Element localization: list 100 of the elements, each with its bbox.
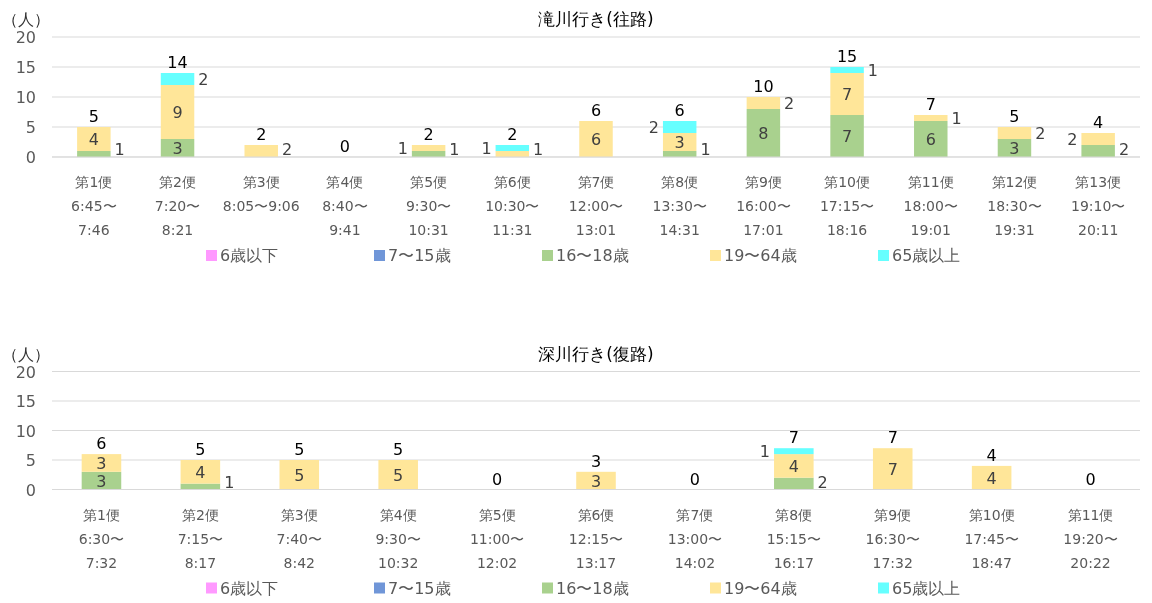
data-label: 1 <box>700 140 711 159</box>
y-tick-label: 20 <box>15 28 36 47</box>
total-label: 2 <box>507 125 518 144</box>
total-label: 4 <box>986 445 997 465</box>
total-label: 2 <box>423 125 434 144</box>
total-label: 3 <box>590 451 602 471</box>
data-label: 3 <box>674 133 685 152</box>
data-label: 3 <box>1009 139 1020 158</box>
data-label: 4 <box>986 468 997 488</box>
legend-label: 16〜18歳 <box>556 246 629 265</box>
bar <box>830 115 864 157</box>
legend-label: 6歳以下 <box>220 578 279 598</box>
data-label: 4 <box>195 462 206 482</box>
chart-title: 深川行き(復路) <box>538 343 654 364</box>
bar <box>830 67 864 73</box>
y-tick-label: 5 <box>25 451 36 470</box>
data-label: 3 <box>590 471 602 491</box>
y-axis-title: （人） <box>2 344 50 364</box>
bar <box>77 127 111 151</box>
bar <box>774 454 814 478</box>
data-label: 1 <box>224 472 235 492</box>
data-label: 4 <box>88 130 99 149</box>
x-tick-label: 第3便 8:05〜9:06 <box>222 174 300 214</box>
x-tick-label: 第2便 7:20〜 8:21 <box>154 174 201 238</box>
x-tick-label: 第10便 17:45〜 18:47 <box>964 506 1019 571</box>
bar <box>495 145 530 151</box>
data-label: 2 <box>784 94 795 113</box>
total-label: 14 <box>167 53 188 72</box>
legend-label: 6歳以下 <box>220 246 279 265</box>
x-tick-label: 第5便 9:30〜 10:31 <box>405 174 452 238</box>
x-tick-label: 第8便 15:15〜 16:17 <box>766 506 821 571</box>
total-label: 0 <box>1085 469 1096 489</box>
data-label: 9 <box>172 103 183 122</box>
data-label: 6 <box>925 130 936 149</box>
total-label: 7 <box>788 428 799 448</box>
data-label: 2 <box>1118 140 1130 159</box>
data-label: 5 <box>294 465 305 485</box>
legend-label: 7〜15歳 <box>388 246 451 265</box>
bar <box>378 460 418 490</box>
bar <box>160 73 195 85</box>
chart-title: 滝川行き(往路) <box>538 9 654 29</box>
bar <box>774 448 814 455</box>
x-tick-label: 第11便 19:20〜 20:22 <box>1063 506 1118 571</box>
data-label: 3 <box>96 471 107 491</box>
bar <box>180 460 221 484</box>
total-label: 6 <box>674 101 685 120</box>
bar <box>830 73 864 115</box>
bar <box>279 460 320 490</box>
bar <box>914 121 948 157</box>
data-label: 8 <box>758 124 769 143</box>
x-tick-label: 第9便 16:30〜 17:32 <box>865 506 920 571</box>
y-tick-label: 15 <box>15 58 36 77</box>
total-label: 7 <box>925 95 936 114</box>
total-label: 4 <box>1093 113 1104 132</box>
x-tick-label: 第1便 6:45〜 7:46 <box>71 174 117 238</box>
y-tick-label: 0 <box>25 148 36 167</box>
bar <box>997 127 1032 139</box>
y-axis-title: （人） <box>2 10 50 29</box>
data-label: 2 <box>198 70 209 89</box>
bar <box>244 145 278 157</box>
data-label: 1 <box>867 61 878 80</box>
data-label: 2 <box>648 118 659 137</box>
y-tick-label: 10 <box>15 421 36 441</box>
bar <box>1081 145 1115 157</box>
x-tick-label: 第7便 13:00〜 14:02 <box>667 506 723 571</box>
x-tick-label: 第4便 8:40〜 9:41 <box>322 174 368 238</box>
total-label: 0 <box>492 469 503 489</box>
x-tick-label: 第2便 7:15〜 8:17 <box>177 506 224 571</box>
legend-label: 19〜64歳 <box>724 578 797 598</box>
x-tick-label: 第10便 17:15〜 18:16 <box>819 174 875 238</box>
data-label: 4 <box>788 456 799 476</box>
bar <box>746 97 781 109</box>
total-label: 15 <box>836 47 858 66</box>
bar <box>746 109 781 157</box>
data-label: 7 <box>887 459 898 479</box>
x-tick-label: 第6便 12:15〜 13:17 <box>568 506 624 571</box>
data-label: 3 <box>96 453 107 473</box>
total-label: 2 <box>256 125 267 144</box>
x-tick-label: 第6便 10:30〜 11:31 <box>485 174 540 238</box>
data-label: 2 <box>1067 130 1078 149</box>
data-label: 2 <box>1035 124 1046 143</box>
bar <box>1081 133 1115 145</box>
total-label: 6 <box>96 434 107 454</box>
data-label: 2 <box>281 140 293 159</box>
data-label: 1 <box>481 139 492 158</box>
y-tick-label: 20 <box>15 362 36 382</box>
total-label: 5 <box>393 440 404 459</box>
data-label: 1 <box>533 140 544 159</box>
data-label: 1 <box>397 139 408 158</box>
bar <box>81 454 122 472</box>
legend-label: 16〜18歳 <box>556 578 629 598</box>
legend-label: 65歳以上 <box>892 578 961 598</box>
total-label: 5 <box>1009 107 1020 126</box>
bar <box>914 115 948 121</box>
x-tick-label: 第5便 11:00〜 12:02 <box>469 506 525 571</box>
y-tick-label: 0 <box>25 480 36 500</box>
total-label: 6 <box>590 101 602 120</box>
bar <box>774 477 814 490</box>
x-tick-label: 第12便 18:30〜 19:31 <box>987 174 1042 238</box>
total-label: 5 <box>294 440 305 459</box>
